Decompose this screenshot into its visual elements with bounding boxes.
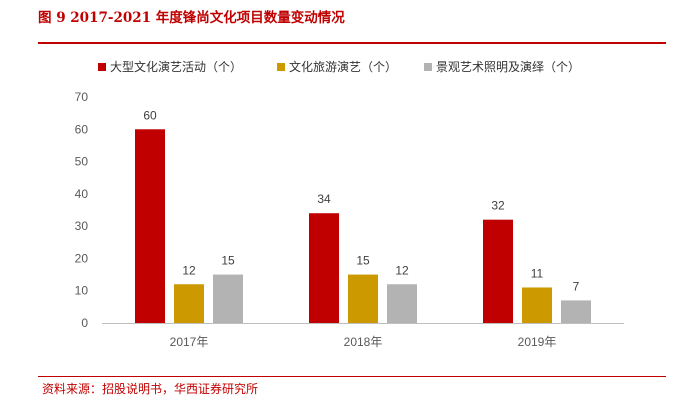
- legend-swatch: [98, 63, 106, 71]
- y-axis: 0 10 20 30 40 50 60 70: [75, 90, 89, 330]
- data-label: 12: [395, 263, 409, 277]
- y-tick-label: 70: [75, 90, 89, 104]
- data-label: 7: [573, 279, 580, 293]
- legend-swatch: [424, 63, 432, 71]
- y-tick-label: 40: [75, 187, 89, 201]
- y-tick-label: 0: [81, 316, 88, 330]
- y-tick-label: 60: [75, 122, 89, 136]
- bar: [348, 274, 378, 323]
- bar: [483, 219, 513, 323]
- legend-label: 文化旅游演艺（个）: [289, 59, 397, 74]
- bar: [561, 300, 591, 323]
- y-tick-label: 20: [75, 251, 89, 265]
- data-label: 32: [491, 199, 505, 213]
- bar: [213, 274, 243, 323]
- source-note: 资料来源：招股说明书，华西证券研究所: [42, 382, 259, 396]
- bar: [387, 284, 417, 323]
- legend-label: 景观艺术照明及演绎（个）: [436, 59, 580, 74]
- legend-label: 大型文化演艺活动（个）: [110, 59, 242, 74]
- legend-swatch: [277, 63, 285, 71]
- x-tick-label: 2018年: [344, 335, 383, 349]
- bar: [309, 213, 339, 323]
- title-divider: [38, 42, 666, 44]
- source-divider: [38, 376, 666, 377]
- data-labels: 60 12 15 34 15 12 32 11 7: [143, 108, 579, 293]
- data-label: 11: [531, 266, 544, 280]
- figure-title: 图 9 2017-2021 年度锋尚文化项目数量变动情况: [38, 10, 345, 26]
- bar: [135, 129, 165, 323]
- data-label: 15: [356, 254, 370, 268]
- x-tick-label: 2017年: [170, 335, 209, 349]
- data-label: 34: [317, 192, 331, 206]
- bar: [522, 287, 552, 323]
- chart-bars: [135, 129, 591, 323]
- x-tick-label: 2019年: [518, 335, 557, 349]
- data-label: 15: [221, 254, 235, 268]
- chart-legend: 大型文化演艺活动（个） 文化旅游演艺（个） 景观艺术照明及演绎（个）: [98, 59, 580, 74]
- y-tick-label: 50: [75, 155, 89, 169]
- y-tick-label: 30: [75, 219, 89, 233]
- bar: [174, 284, 204, 323]
- data-label: 60: [143, 108, 157, 122]
- data-label: 12: [182, 263, 196, 277]
- x-axis: 2017年 2018年 2019年: [102, 323, 624, 349]
- y-tick-label: 10: [75, 284, 89, 298]
